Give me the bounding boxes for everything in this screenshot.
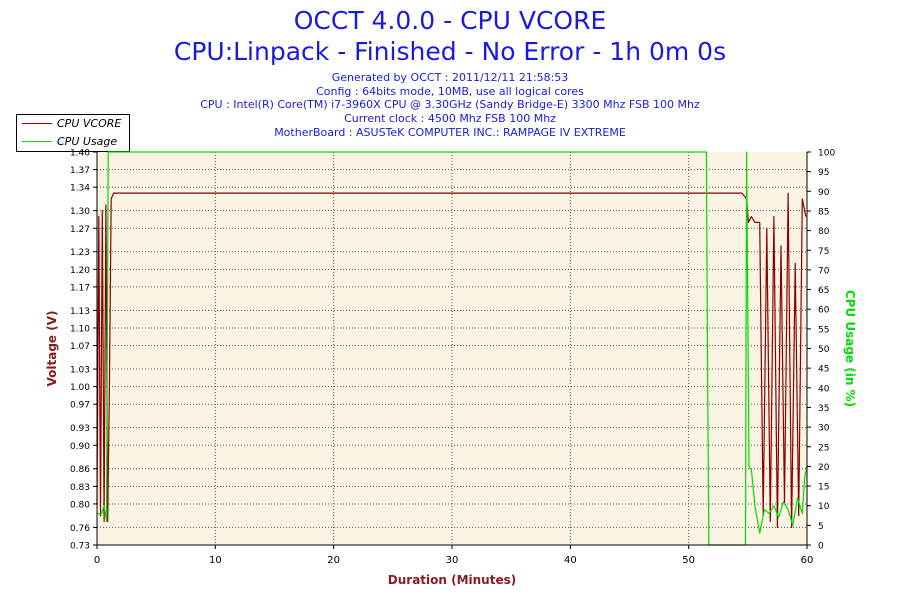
chart-title: OCCT 4.0.0 - CPU VCORE: [293, 6, 607, 35]
chart-header: OCCT 4.0.0 - CPU VCORE CPU:Linpack - Fin…: [0, 0, 900, 140]
y-right-tick-label: 20: [818, 463, 830, 473]
y-tick-label: 1.34: [70, 184, 90, 194]
y-right-tick-label: 75: [818, 247, 829, 257]
y-tick-label: 1.13: [70, 307, 90, 317]
y-right-tick-label: 65: [818, 286, 829, 296]
y-right-tick-label: 5: [818, 522, 824, 532]
y-right-tick-label: 90: [818, 188, 830, 198]
y-right-tick-label: 95: [818, 168, 829, 178]
x-tick-label: 20: [327, 555, 340, 566]
x-tick-label: 10: [209, 555, 222, 566]
legend: CPU VCORE CPU Usage: [16, 114, 130, 152]
series-line-cpu-vcore: [96, 192, 807, 529]
x-tick-label: 0: [94, 555, 100, 566]
y-right-tick-label: 35: [818, 404, 829, 414]
y-tick-label: 0.93: [70, 424, 90, 434]
info-cpu: CPU : Intel(R) Core(TM) i7-3960X CPU @ 3…: [200, 98, 700, 112]
y-tick-label: 1.20: [70, 266, 90, 276]
legend-swatch-vcore: [22, 123, 52, 124]
grid-lines: [97, 152, 807, 545]
info-config: Config : 64bits mode, 10MB, use all logi…: [316, 84, 584, 98]
y-tick-label: 0.86: [70, 465, 90, 475]
x-tick-label: 50: [682, 555, 695, 566]
y-tick-label: 1.10: [70, 324, 90, 334]
y-right-tick-label: 70: [818, 266, 830, 276]
y-right-tick-label: 55: [818, 325, 829, 335]
y-axis-label: Voltage (V): [45, 311, 59, 387]
legend-item-vcore: CPU VCORE: [17, 115, 129, 133]
y-tick-label: 1.30: [70, 207, 90, 217]
y-right-tick-label: 50: [818, 345, 830, 355]
y-tick-label: 1.00: [70, 383, 90, 393]
legend-label-vcore: CPU VCORE: [57, 117, 122, 130]
y-tick-label: 0.76: [70, 524, 90, 534]
y-tick-label: 1.23: [70, 248, 90, 258]
y-tick-label: 0.83: [70, 483, 90, 493]
x-tick-label: 60: [801, 555, 814, 566]
y-right-tick-label: 30: [818, 424, 830, 434]
info-clock: Current clock : 4500 Mhz FSB 100 Mhz: [344, 112, 556, 126]
info-generated: Generated by OCCT : 2011/12/11 21:58:53: [331, 71, 569, 84]
y-right-tick-label: 100: [818, 149, 835, 159]
axes: 0 10 20 30 40 50 600.730.760.800.830.860.900.9…: [70, 149, 835, 567]
y-right-tick-label: 15: [818, 483, 829, 493]
y-tick-label: 1.03: [70, 366, 90, 376]
y-tick-label: 1.40: [70, 149, 90, 159]
y-right-tick-label: 45: [818, 365, 829, 375]
y-right-tick-label: 10: [818, 502, 830, 512]
y-right-tick-label: 0: [818, 542, 824, 552]
y-tick-label: 0.73: [70, 542, 90, 552]
y-axis-label-right: CPU Usage (in %): [843, 290, 857, 407]
y-tick-label: 1.17: [70, 283, 90, 293]
x-tick-label: 40: [564, 555, 577, 566]
y-tick-label: 0.80: [70, 500, 90, 510]
info-block: Generated by OCCT : 2011/12/11 21:58:53 …: [0, 71, 900, 140]
y-right-tick-label: 80: [818, 227, 830, 237]
y-tick-label: 0.90: [70, 442, 90, 452]
chart-subtitle: CPU:Linpack - Finished - No Error - 1h 0…: [173, 37, 727, 66]
y-right-tick-label: 85: [818, 207, 829, 217]
y-tick-label: 1.07: [70, 342, 90, 352]
x-tick-label: 30: [446, 555, 459, 566]
y-right-tick-label: 40: [818, 384, 830, 394]
legend-label-usage: CPU Usage: [57, 135, 118, 148]
info-motherboard: MotherBoard : ASUSTeK COMPUTER INC.: RAM…: [274, 125, 626, 139]
legend-swatch-usage: [22, 141, 52, 142]
y-right-tick-label: 60: [818, 306, 830, 316]
y-tick-label: 0.97: [70, 401, 90, 411]
y-tick-label: 1.27: [70, 225, 90, 235]
y-right-tick-label: 25: [818, 443, 829, 453]
x-axis-label: Duration (Minutes): [388, 573, 516, 587]
legend-item-usage: CPU Usage: [17, 133, 129, 151]
y-tick-label: 1.37: [70, 166, 90, 176]
